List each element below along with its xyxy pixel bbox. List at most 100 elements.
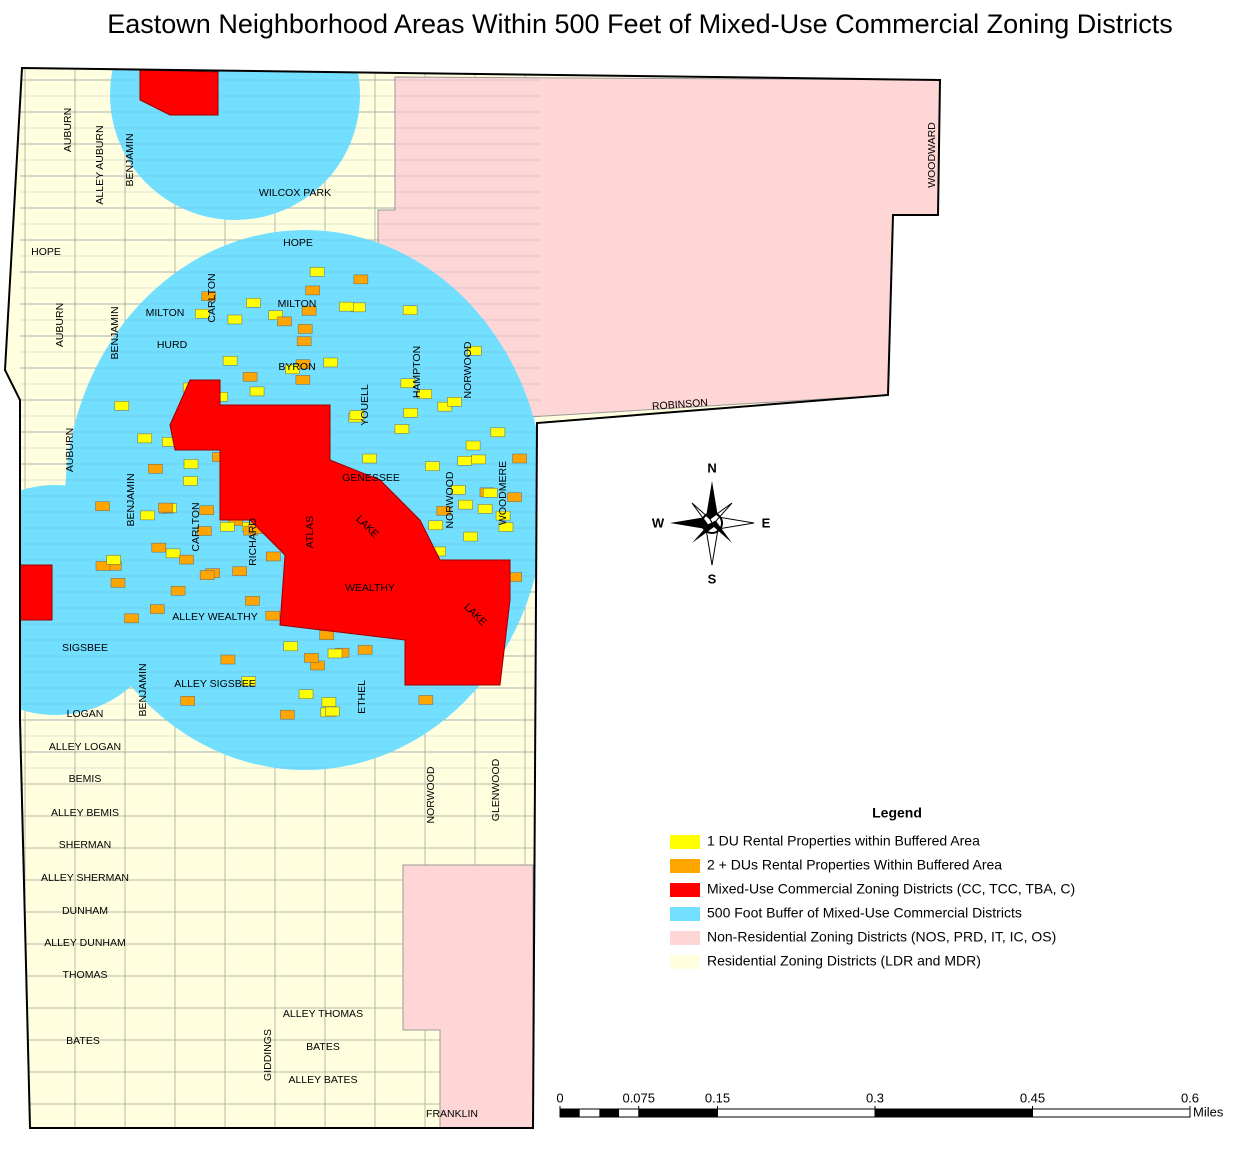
legend-swatch — [670, 931, 700, 945]
compass-e: E — [762, 515, 771, 530]
rental-property — [137, 433, 153, 444]
rental-property — [418, 695, 434, 705]
legend-label: 500 Foot Buffer of Mixed-Use Commercial … — [707, 905, 1022, 921]
street-label: CARLTON — [190, 502, 202, 551]
street-label: BATES — [66, 1035, 100, 1047]
rental-property — [295, 359, 311, 369]
rental-property — [170, 586, 186, 596]
rental-property — [151, 542, 167, 553]
rental-property — [297, 324, 313, 334]
rental-property — [124, 613, 139, 624]
street-label: ALLEY SHERMAN — [41, 872, 129, 884]
rental-property — [321, 697, 337, 707]
compass: N E S W — [652, 460, 771, 586]
street-label: DUNHAM — [62, 905, 108, 917]
rental-property — [158, 502, 173, 513]
rental-property — [507, 492, 522, 502]
scale-label: 0.15 — [705, 1090, 730, 1105]
rental-property — [114, 401, 130, 411]
rental-property — [353, 274, 369, 285]
legend-swatch — [670, 859, 700, 873]
rental-property — [195, 308, 210, 319]
rental-property — [242, 372, 258, 382]
rental-property — [268, 310, 283, 320]
street-label: WOODWARD — [926, 122, 938, 188]
rental-property — [301, 306, 317, 316]
legend-swatch — [670, 955, 700, 969]
rental-property — [400, 378, 416, 388]
scale-segment — [599, 1109, 620, 1117]
rental-property — [232, 566, 247, 576]
street-label: ALLEY SIGSBEE — [174, 678, 256, 690]
legend-label: 2 + DUs Rental Properties Within Buffere… — [707, 857, 1002, 873]
street-label: NORWOOD — [444, 471, 456, 528]
rental-property — [323, 357, 338, 368]
street-label: ATLAS — [304, 516, 316, 548]
street-label: ETHEL — [356, 680, 368, 714]
rental-property — [362, 453, 377, 464]
rental-property — [280, 709, 295, 720]
street-label: ALLEY DUNHAM — [44, 937, 126, 949]
rental-property — [140, 510, 155, 521]
rental-property — [436, 506, 452, 516]
rental-property — [437, 401, 453, 412]
street-label: HAMPTON — [411, 346, 423, 398]
street-label: BENJAMIN — [109, 306, 121, 359]
rental-property — [183, 476, 198, 486]
rental-property — [220, 654, 236, 665]
rental-property — [403, 408, 418, 418]
rental-property — [199, 505, 214, 516]
scale-segment — [560, 1109, 580, 1117]
title: Eastown Neighborhood Areas Within 500 Fe… — [107, 9, 1172, 39]
rental-property — [447, 397, 462, 407]
rental-property — [463, 531, 478, 542]
rental-property — [425, 461, 440, 471]
street-label: NORWOOD — [462, 341, 474, 398]
legend: Legend 1 DU Rental Properties within Buf… — [670, 805, 1075, 969]
street-label: GENESSEE — [342, 472, 400, 484]
rental-property — [265, 610, 281, 621]
rental-property — [451, 485, 466, 495]
scale-label: 0.075 — [622, 1090, 655, 1105]
rental-property — [106, 555, 121, 565]
rental-property — [199, 570, 215, 580]
rental-property — [304, 653, 319, 663]
rental-property — [295, 375, 311, 385]
rental-property — [296, 336, 312, 347]
street-label: MILTON — [278, 298, 317, 310]
legend-label: Residential Zoning Districts (LDR and MD… — [707, 953, 981, 969]
street-label: AUBURN — [64, 428, 76, 472]
street-label: CARLTON — [206, 273, 218, 322]
rental-property — [95, 561, 111, 571]
rental-property — [319, 630, 335, 640]
street-label: FRANKLIN — [426, 1108, 478, 1120]
rental-property — [512, 453, 527, 464]
rental-property — [201, 291, 217, 301]
buffer-area — [5, 485, 170, 715]
non-residential-area — [402, 864, 534, 1128]
street-label: SIGSBEE — [62, 642, 108, 654]
street-label: ALLEY AUBURN — [94, 125, 106, 204]
rental-property — [180, 696, 195, 706]
street-label: THOMAS — [63, 969, 108, 981]
rental-property — [467, 346, 482, 356]
rental-property — [183, 459, 199, 469]
street-label: AUBURN — [62, 108, 74, 152]
street-label: RICHARD — [247, 518, 259, 566]
rental-property — [327, 648, 343, 659]
commercial-district — [139, 69, 219, 116]
legend-label: Non-Residential Zoning Districts (NOS, P… — [707, 929, 1056, 945]
rental-property — [227, 314, 243, 325]
street-label: ALLEY WEALTHY — [172, 611, 257, 623]
rental-property — [197, 526, 212, 536]
rental-property — [220, 521, 235, 532]
scale-segment — [875, 1109, 1033, 1117]
rental-property — [285, 364, 300, 375]
street-label: MILTON — [146, 307, 185, 319]
compass-s: S — [708, 571, 717, 586]
scale-segment — [638, 1109, 718, 1117]
rental-property — [357, 645, 373, 655]
rental-property — [277, 316, 292, 327]
rental-property — [283, 641, 298, 652]
